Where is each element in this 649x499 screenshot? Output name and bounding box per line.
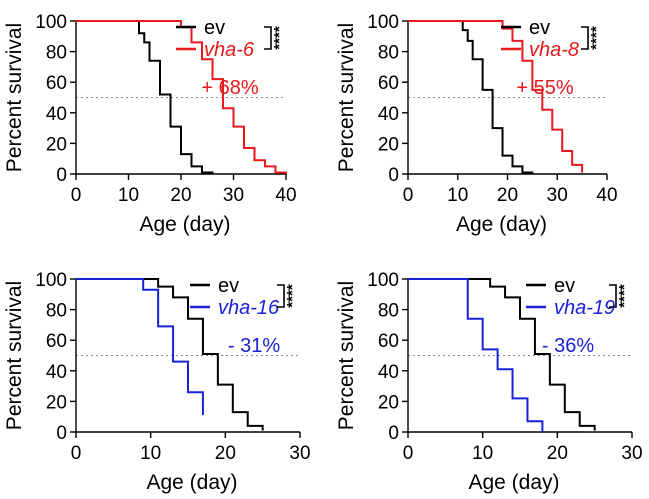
lifespan-change-annotation: + 55%: [516, 77, 573, 99]
y-tick-label: 0: [56, 423, 67, 444]
x-tick-label: 30: [223, 185, 244, 206]
x-tick-label: 30: [289, 443, 310, 464]
x-tick-label: 0: [403, 443, 414, 464]
series-line-vha-19: [408, 278, 544, 432]
y-tick-label: 100: [367, 12, 399, 33]
x-tick-label: 30: [547, 185, 568, 206]
chart-panel-2: 0 20 40 60 80 100 0 10 20 30 40 Age (day) Percent su…: [335, 12, 618, 236]
series-line-ev: [408, 278, 596, 431]
y-tick-label: 20: [378, 392, 399, 413]
x-axis-title: Age (day): [456, 213, 547, 236]
significance-stars: ****: [616, 284, 633, 308]
y-axis-title: Percent survival: [3, 23, 26, 172]
lifespan-change-annotation: - 36%: [542, 335, 594, 357]
series-line-vha-8: [408, 20, 584, 173]
y-tick-label: 20: [378, 134, 399, 155]
y-tick-label: 0: [56, 165, 67, 186]
y-tick-label: 40: [46, 362, 67, 383]
x-tick-label: 10: [140, 443, 161, 464]
x-axis-title: Age (day): [139, 213, 230, 236]
y-axis-title: Percent survival: [3, 281, 26, 430]
legend-label-vha-19: vha-19: [554, 297, 615, 319]
significance-bracket: [609, 284, 617, 308]
y-tick-label: 100: [367, 270, 399, 291]
legend-label-ev: ev: [218, 275, 239, 297]
series-line-ev: [76, 278, 264, 431]
y-tick-label: 80: [378, 43, 399, 64]
chart-panel-4: 0 20 40 60 80 100 0 10 20 30 Age (day) Percent surv…: [335, 270, 643, 494]
x-tick-label: 40: [596, 185, 617, 206]
y-tick-label: 100: [35, 270, 67, 291]
y-tick-label: 0: [388, 423, 399, 444]
y-tick-label: 60: [378, 331, 399, 352]
significance-bracket: [581, 26, 589, 50]
x-tick-label: 20: [215, 443, 236, 464]
x-tick-label: 20: [170, 185, 191, 206]
series-line-ev: [76, 20, 214, 174]
y-tick-label: 40: [378, 362, 399, 383]
lifespan-change-annotation: + 68%: [201, 77, 258, 99]
legend-label-ev: ev: [529, 17, 550, 39]
x-tick-label: 20: [497, 185, 518, 206]
legend-label-vha-6: vha-6: [204, 39, 255, 61]
x-tick-label: 10: [118, 185, 139, 206]
significance-bracket: [277, 284, 285, 308]
x-tick-label: 10: [447, 185, 468, 206]
x-axis-title: Age (day): [468, 471, 559, 494]
x-tick-label: 0: [71, 185, 82, 206]
y-tick-label: 0: [388, 165, 399, 186]
y-tick-label: 60: [378, 73, 399, 94]
chart-panel-1: 0 20 40 60 80 100 0 10 20 30 40 Age (day) Percent su…: [3, 12, 297, 236]
x-tick-label: 0: [71, 443, 82, 464]
x-tick-label: 30: [621, 443, 642, 464]
x-tick-label: 20: [547, 443, 568, 464]
y-tick-label: 60: [46, 73, 67, 94]
y-tick-label: 80: [46, 301, 67, 322]
significance-bracket: [264, 26, 272, 50]
chart-panel-3: 0 20 40 60 80 100 0 10 20 30 Age (day) Percent surv…: [3, 270, 311, 494]
y-axis-title: Percent survival: [335, 23, 358, 172]
significance-stars: ****: [588, 26, 605, 50]
legend-label-ev: ev: [554, 275, 575, 297]
y-tick-label: 100: [35, 12, 67, 33]
series-line-vha-16: [76, 278, 204, 416]
legend-label-vha-8: vha-8: [529, 39, 579, 61]
lifespan-change-annotation: - 31%: [228, 335, 280, 357]
y-tick-label: 40: [378, 104, 399, 125]
legend-label-ev: ev: [204, 17, 225, 39]
x-tick-label: 10: [472, 443, 493, 464]
legend-label-vha-16: vha-16: [218, 297, 280, 319]
x-tick-label: 40: [275, 185, 296, 206]
y-tick-label: 60: [46, 331, 67, 352]
y-tick-label: 20: [46, 392, 67, 413]
y-tick-label: 80: [46, 43, 67, 64]
y-tick-label: 80: [378, 301, 399, 322]
x-axis-title: Age (day): [146, 471, 237, 494]
significance-stars: ****: [284, 284, 301, 308]
significance-stars: ****: [271, 26, 288, 50]
x-tick-label: 0: [403, 185, 414, 206]
y-tick-label: 20: [46, 134, 67, 155]
series-line-ev: [408, 20, 534, 174]
y-tick-label: 40: [46, 104, 67, 125]
y-axis-title: Percent survival: [335, 281, 358, 430]
